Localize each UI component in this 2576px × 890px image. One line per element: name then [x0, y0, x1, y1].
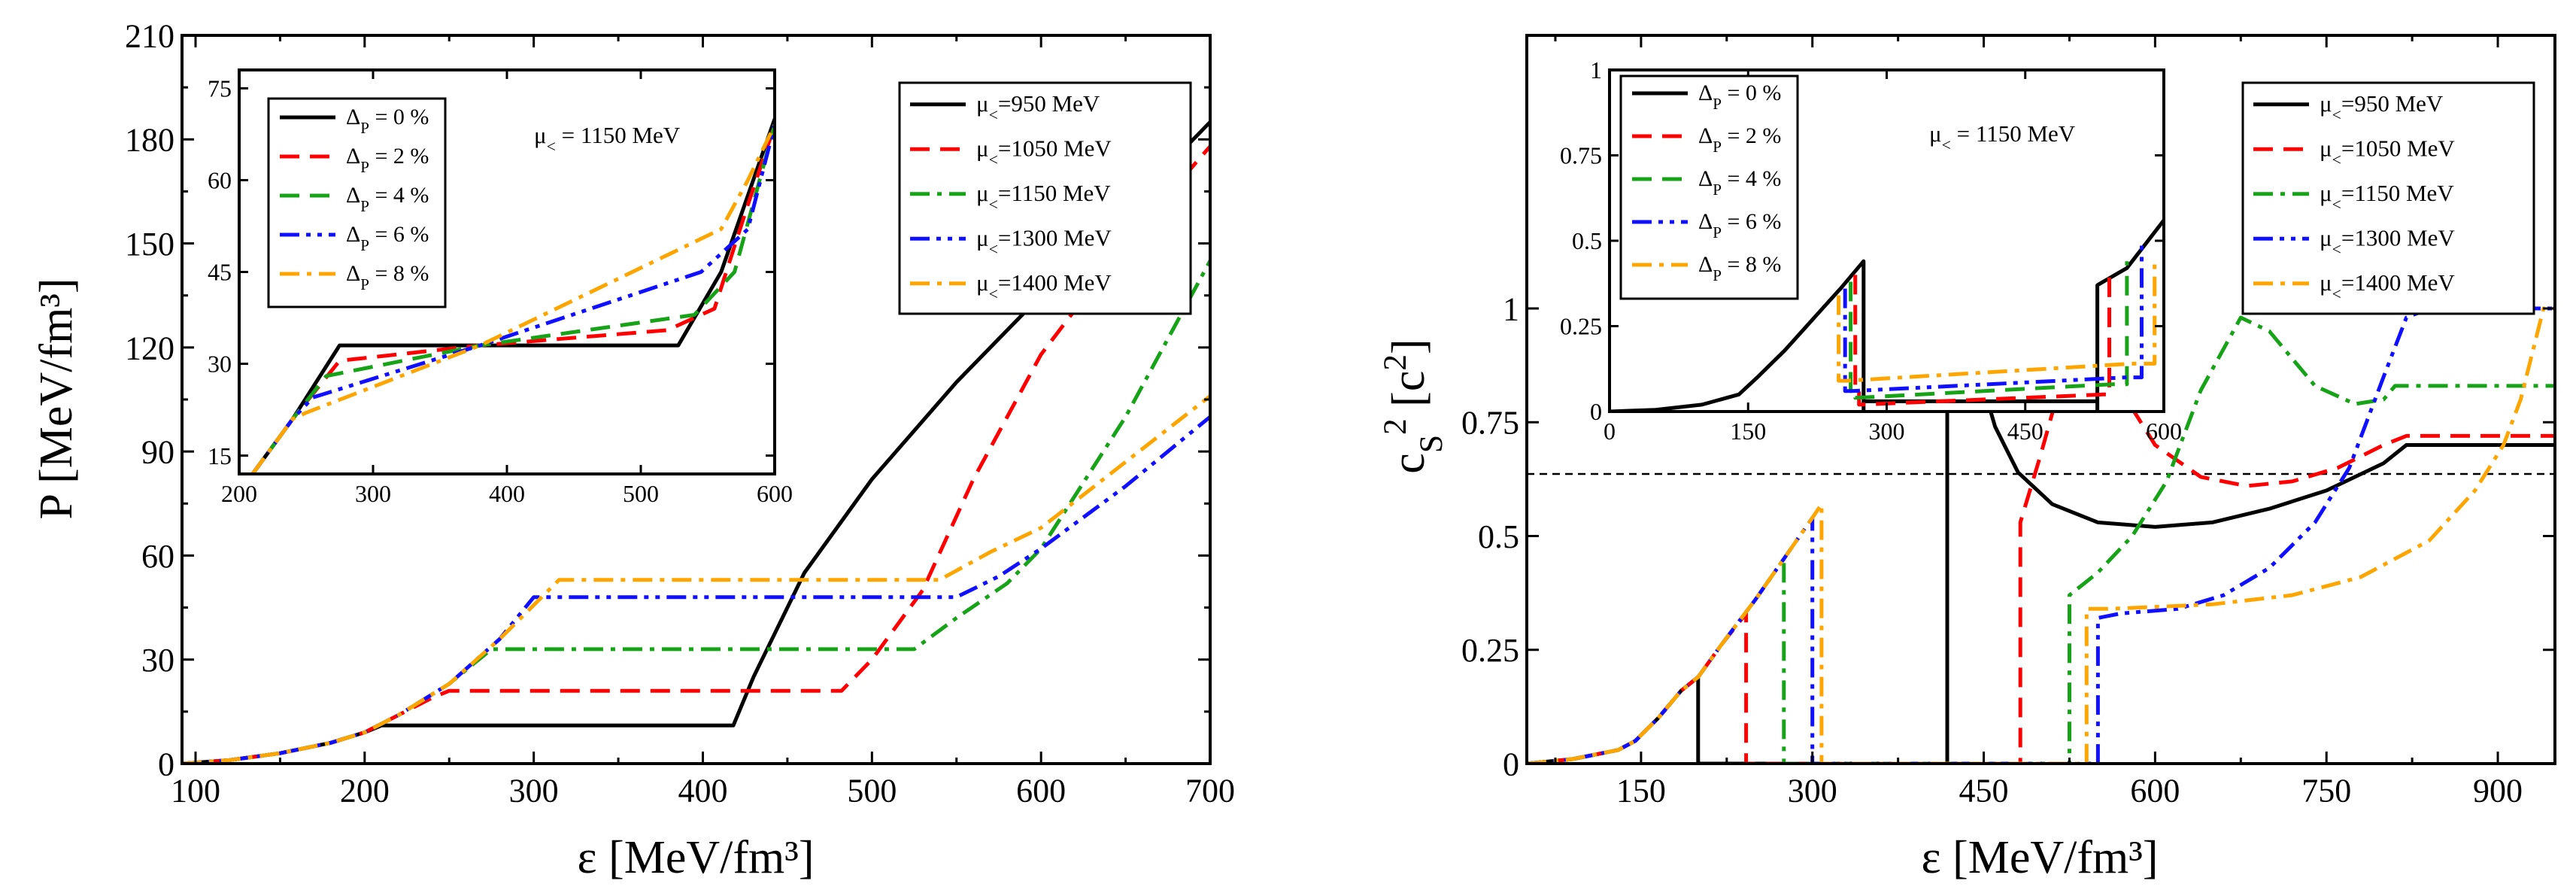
- left-inset-ytick-label: 30: [208, 351, 232, 378]
- left-main-xtick-label: 300: [509, 773, 559, 810]
- right-inset-xtick-label: 150: [1730, 418, 1766, 445]
- right-inset-legend-box: [1619, 74, 1799, 300]
- right-main-frame: [1525, 34, 2556, 765]
- right-inset-ticks: 0 150 300 450 600 0 0.25 0.5 0.75 1: [1560, 56, 2182, 445]
- left-main-ytick-label: 150: [125, 226, 174, 263]
- left-main-xtick-label: 700: [1185, 773, 1235, 810]
- right-main-ytick-label: 0: [1503, 746, 1519, 782]
- left-inset-series: [250, 118, 775, 474]
- right-inset-ytick-label: 0.5: [1572, 227, 1602, 254]
- left-inset-legend-items: ΔP = 0 %ΔP = 2 %ΔP = 4 %ΔP = 6 %ΔP = 8 %: [280, 105, 429, 293]
- right-main-ytick-label: 0.25: [1461, 632, 1519, 669]
- right-main-ylabel: cS2 [c2]: [1377, 339, 1449, 473]
- left-inset-legend: ΔP = 0 %ΔP = 2 %ΔP = 4 %ΔP = 6 %ΔP = 8 %: [267, 97, 447, 308]
- left-main-ytick-label: 30: [141, 642, 174, 679]
- right-inset-legend: ΔP = 0 %ΔP = 2 %ΔP = 4 %ΔP = 6 %ΔP = 8 %: [1619, 74, 1799, 300]
- right-inset-ytick-label: 0.25: [1560, 313, 1602, 340]
- right-main-series-2: [1527, 315, 2555, 764]
- left-main-series-4: [182, 394, 1210, 764]
- left-inset-plot: 200 300 400 500 600 15 30 45 60 75 ΔP = 0 %ΔP = 2…: [208, 68, 793, 507]
- right-main-series-1: [1527, 352, 2555, 764]
- left-main-ytick-label: 210: [125, 17, 174, 54]
- right-inset-series-4: [1837, 261, 2157, 383]
- left-inset-ytick-label: 60: [208, 167, 232, 194]
- left-inset-xtick-label: 600: [757, 480, 793, 507]
- left-inset-series-1: [250, 124, 775, 474]
- left-inset-xtick-label: 500: [623, 480, 659, 507]
- left-main-xtick-label: 200: [340, 773, 390, 810]
- right-main-xtick-label: 450: [1959, 773, 2009, 810]
- right-inset-plot: 0 150 300 450 600 0 0.25 0.5 0.75 1 ΔP = 0 %ΔP = …: [1560, 56, 2182, 445]
- right-inset-xtick-label: 300: [1869, 418, 1905, 445]
- left-inset-ytick-label: 75: [208, 75, 232, 102]
- right-main-xtick-label: 750: [2301, 773, 2351, 810]
- right-inset-xtick-label: 600: [2146, 418, 2182, 445]
- left-main-xtick-label: 100: [171, 773, 220, 810]
- right-main-ytick-label: 0.75: [1461, 405, 1519, 442]
- right-main-ytick-label: 0.5: [1478, 518, 1519, 555]
- left-main-xtick-label: 600: [1016, 773, 1066, 810]
- left-main-legend-box: [898, 81, 1192, 315]
- left-main-ytick-label: 90: [141, 434, 174, 471]
- left-main-ytick-label: 180: [125, 122, 174, 159]
- left-inset-ytick-label: 45: [208, 259, 232, 286]
- right-main-legend-box: [2241, 81, 2535, 315]
- right-main-xlabel: ε [MeV/fm³]: [1922, 832, 2159, 883]
- right-inset-ytick-label: 1: [1590, 56, 1602, 84]
- left-main-ylabel: P [MeV/fm³]: [31, 278, 82, 519]
- left-inset-xtick-label: 200: [221, 480, 257, 507]
- right-inset-ytick-label: 0.75: [1560, 142, 1602, 169]
- left-inset-series-4: [250, 124, 775, 474]
- right-inset-xtick-label: 450: [2007, 418, 2044, 445]
- right-inset-ytick-label: 0: [1590, 398, 1602, 425]
- left-main-xtick-label: 500: [847, 773, 897, 810]
- left-main-ytick-label: 120: [125, 330, 174, 366]
- right-main-series-3: [1527, 306, 2555, 764]
- right-main-xtick-label: 600: [2130, 773, 2180, 810]
- right-main-ytick-label: 1: [1503, 290, 1519, 327]
- right-main-ticks: 150 300 450 600 750 900 0 0.25 0.5 0.75 1: [1461, 35, 2555, 810]
- left-main-xlabel: ε [MeV/fm³]: [578, 832, 815, 883]
- left-main-ticks: 100 200 300 400 500 600 700 0 30 60 90 120 150 180 210: [125, 17, 1235, 809]
- left-main-plot: 100 200 300 400 500 600 700 0 30 60 90 120 150 180 210…: [31, 17, 1235, 883]
- right-inset-xtick-label: 0: [1604, 418, 1616, 445]
- left-main-series-1: [182, 144, 1210, 764]
- right-inset-series-1: [1853, 268, 2111, 407]
- left-main-xtick-label: 400: [678, 773, 727, 810]
- left-inset-xtick-label: 300: [355, 480, 391, 507]
- left-inset-xtick-label: 400: [489, 480, 525, 507]
- left-inset-ticks: 200 300 400 500 600 15 30 45 60 75: [208, 70, 793, 507]
- right-inset-series: [1610, 219, 2164, 412]
- left-inset-ytick-label: 15: [208, 442, 232, 469]
- right-main-xtick-label: 300: [1788, 773, 1837, 810]
- left-main-ytick-label: 0: [158, 746, 174, 782]
- right-inset-series-3: [1843, 241, 2144, 393]
- right-inset-series-0: [1610, 219, 2164, 412]
- right-main-xtick-label: 900: [2473, 773, 2523, 810]
- left-main-ytick-label: 60: [141, 538, 174, 575]
- right-main-xtick-label: 150: [1616, 773, 1666, 810]
